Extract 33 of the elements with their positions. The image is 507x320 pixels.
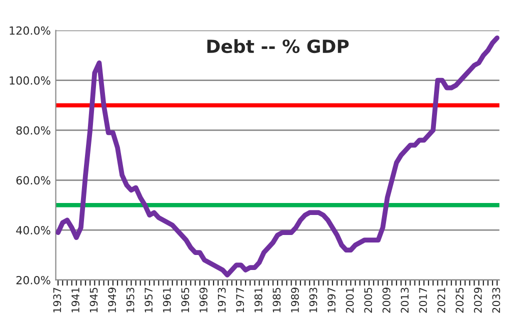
x-tick-label: 1949 [108, 288, 116, 312]
chart-title: Debt -- % GDP [207, 39, 349, 54]
x-tick-label: 1985 [272, 288, 281, 312]
x-tick-label: 1957 [144, 288, 153, 312]
x-tick-label: 1981 [254, 288, 262, 312]
x-tick-label: 2017 [419, 288, 427, 313]
x-tick-label: 1941 [71, 288, 80, 312]
x-tick-label: 2005 [364, 288, 372, 313]
y-tick-label: 100.0% [10, 76, 50, 85]
x-tick-label: 1945 [90, 288, 98, 312]
x-tick-label: 1997 [328, 288, 336, 312]
x-tick-label: 1961 [162, 288, 171, 312]
x-tick-label: 2001 [346, 288, 354, 313]
line-series [56, 35, 500, 278]
x-tick-label: 1953 [126, 288, 134, 312]
y-tick-label: 60.0% [16, 176, 50, 185]
x-tick-label: 1965 [181, 288, 190, 312]
x-tick-label: 1969 [200, 288, 208, 312]
x-tick-label: 1973 [218, 288, 226, 312]
y-tick-label: 120.0% [10, 26, 50, 35]
x-tick-label: 1937 [53, 288, 62, 312]
x-tick-label: 1977 [236, 288, 244, 312]
x-tick-label: 2033 [492, 288, 500, 313]
x-tick-label: 2029 [474, 288, 482, 313]
x-tick-label: 1989 [291, 288, 299, 312]
y-tick-label: 80.0% [16, 126, 50, 135]
y-tick-label: 40.0% [16, 226, 50, 234]
x-tick-label: 2021 [437, 288, 446, 313]
x-tick-label: 1993 [309, 288, 318, 312]
y-tick-label: 20.0% [16, 276, 50, 284]
x-tick-label: 2013 [400, 288, 409, 313]
x-tick-label: 2009 [382, 288, 390, 313]
x-tick-label: 2025 [456, 288, 464, 313]
